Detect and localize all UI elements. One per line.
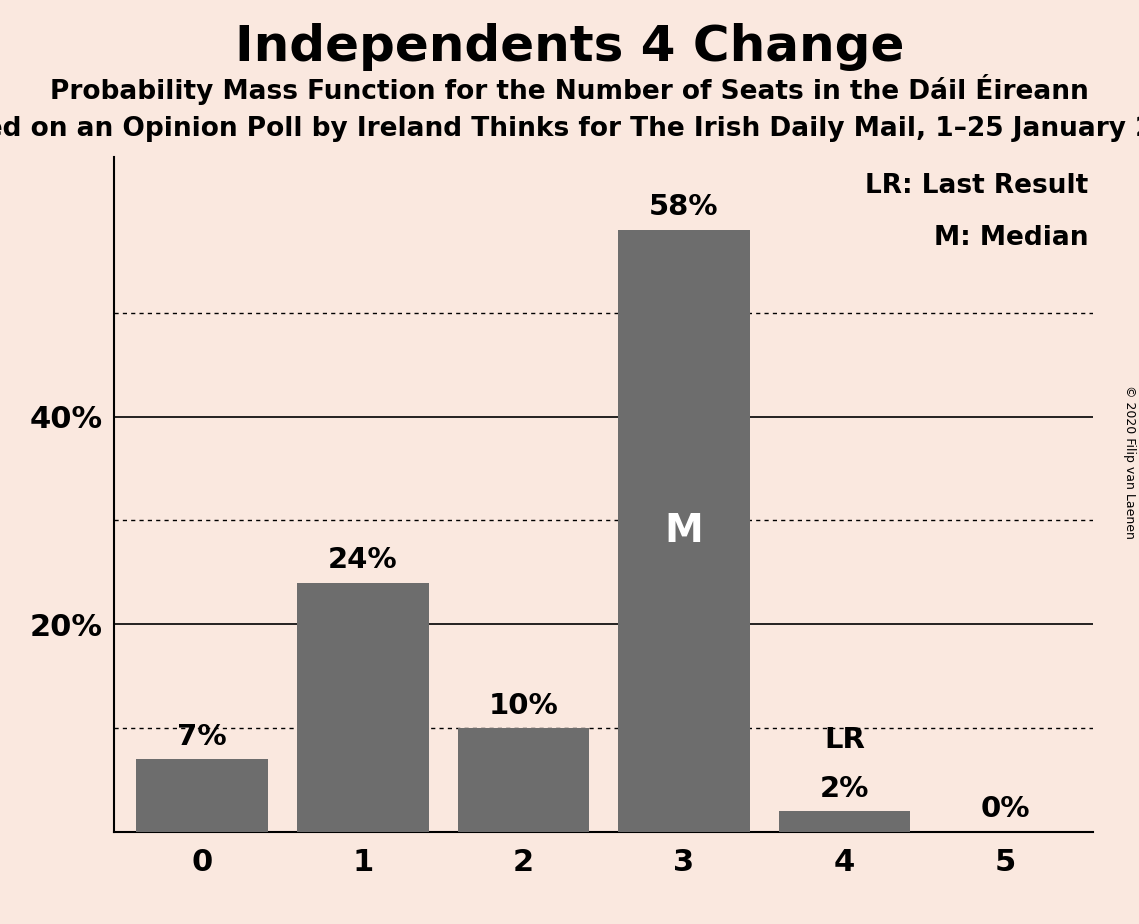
Text: LR: LR xyxy=(825,725,865,754)
Text: M: M xyxy=(664,512,704,550)
Bar xyxy=(297,582,428,832)
Text: 7%: 7% xyxy=(178,723,227,750)
Bar xyxy=(618,230,749,832)
Text: 58%: 58% xyxy=(649,193,719,222)
Text: LR: Last Result: LR: Last Result xyxy=(866,173,1089,199)
Bar xyxy=(137,759,268,832)
Text: Based on an Opinion Poll by Ireland Thinks for The Irish Daily Mail, 1–25 Januar: Based on an Opinion Poll by Ireland Thin… xyxy=(0,116,1139,141)
Text: Independents 4 Change: Independents 4 Change xyxy=(235,23,904,71)
Bar xyxy=(779,811,910,832)
Text: M: Median: M: Median xyxy=(934,225,1089,250)
Text: 10%: 10% xyxy=(489,691,558,720)
Text: Probability Mass Function for the Number of Seats in the Dáil Éireann: Probability Mass Function for the Number… xyxy=(50,74,1089,105)
Text: © 2020 Filip van Laenen: © 2020 Filip van Laenen xyxy=(1123,385,1137,539)
Text: 2%: 2% xyxy=(820,774,869,803)
Text: 24%: 24% xyxy=(328,546,398,574)
Text: 0%: 0% xyxy=(981,796,1030,823)
Bar xyxy=(458,728,589,832)
